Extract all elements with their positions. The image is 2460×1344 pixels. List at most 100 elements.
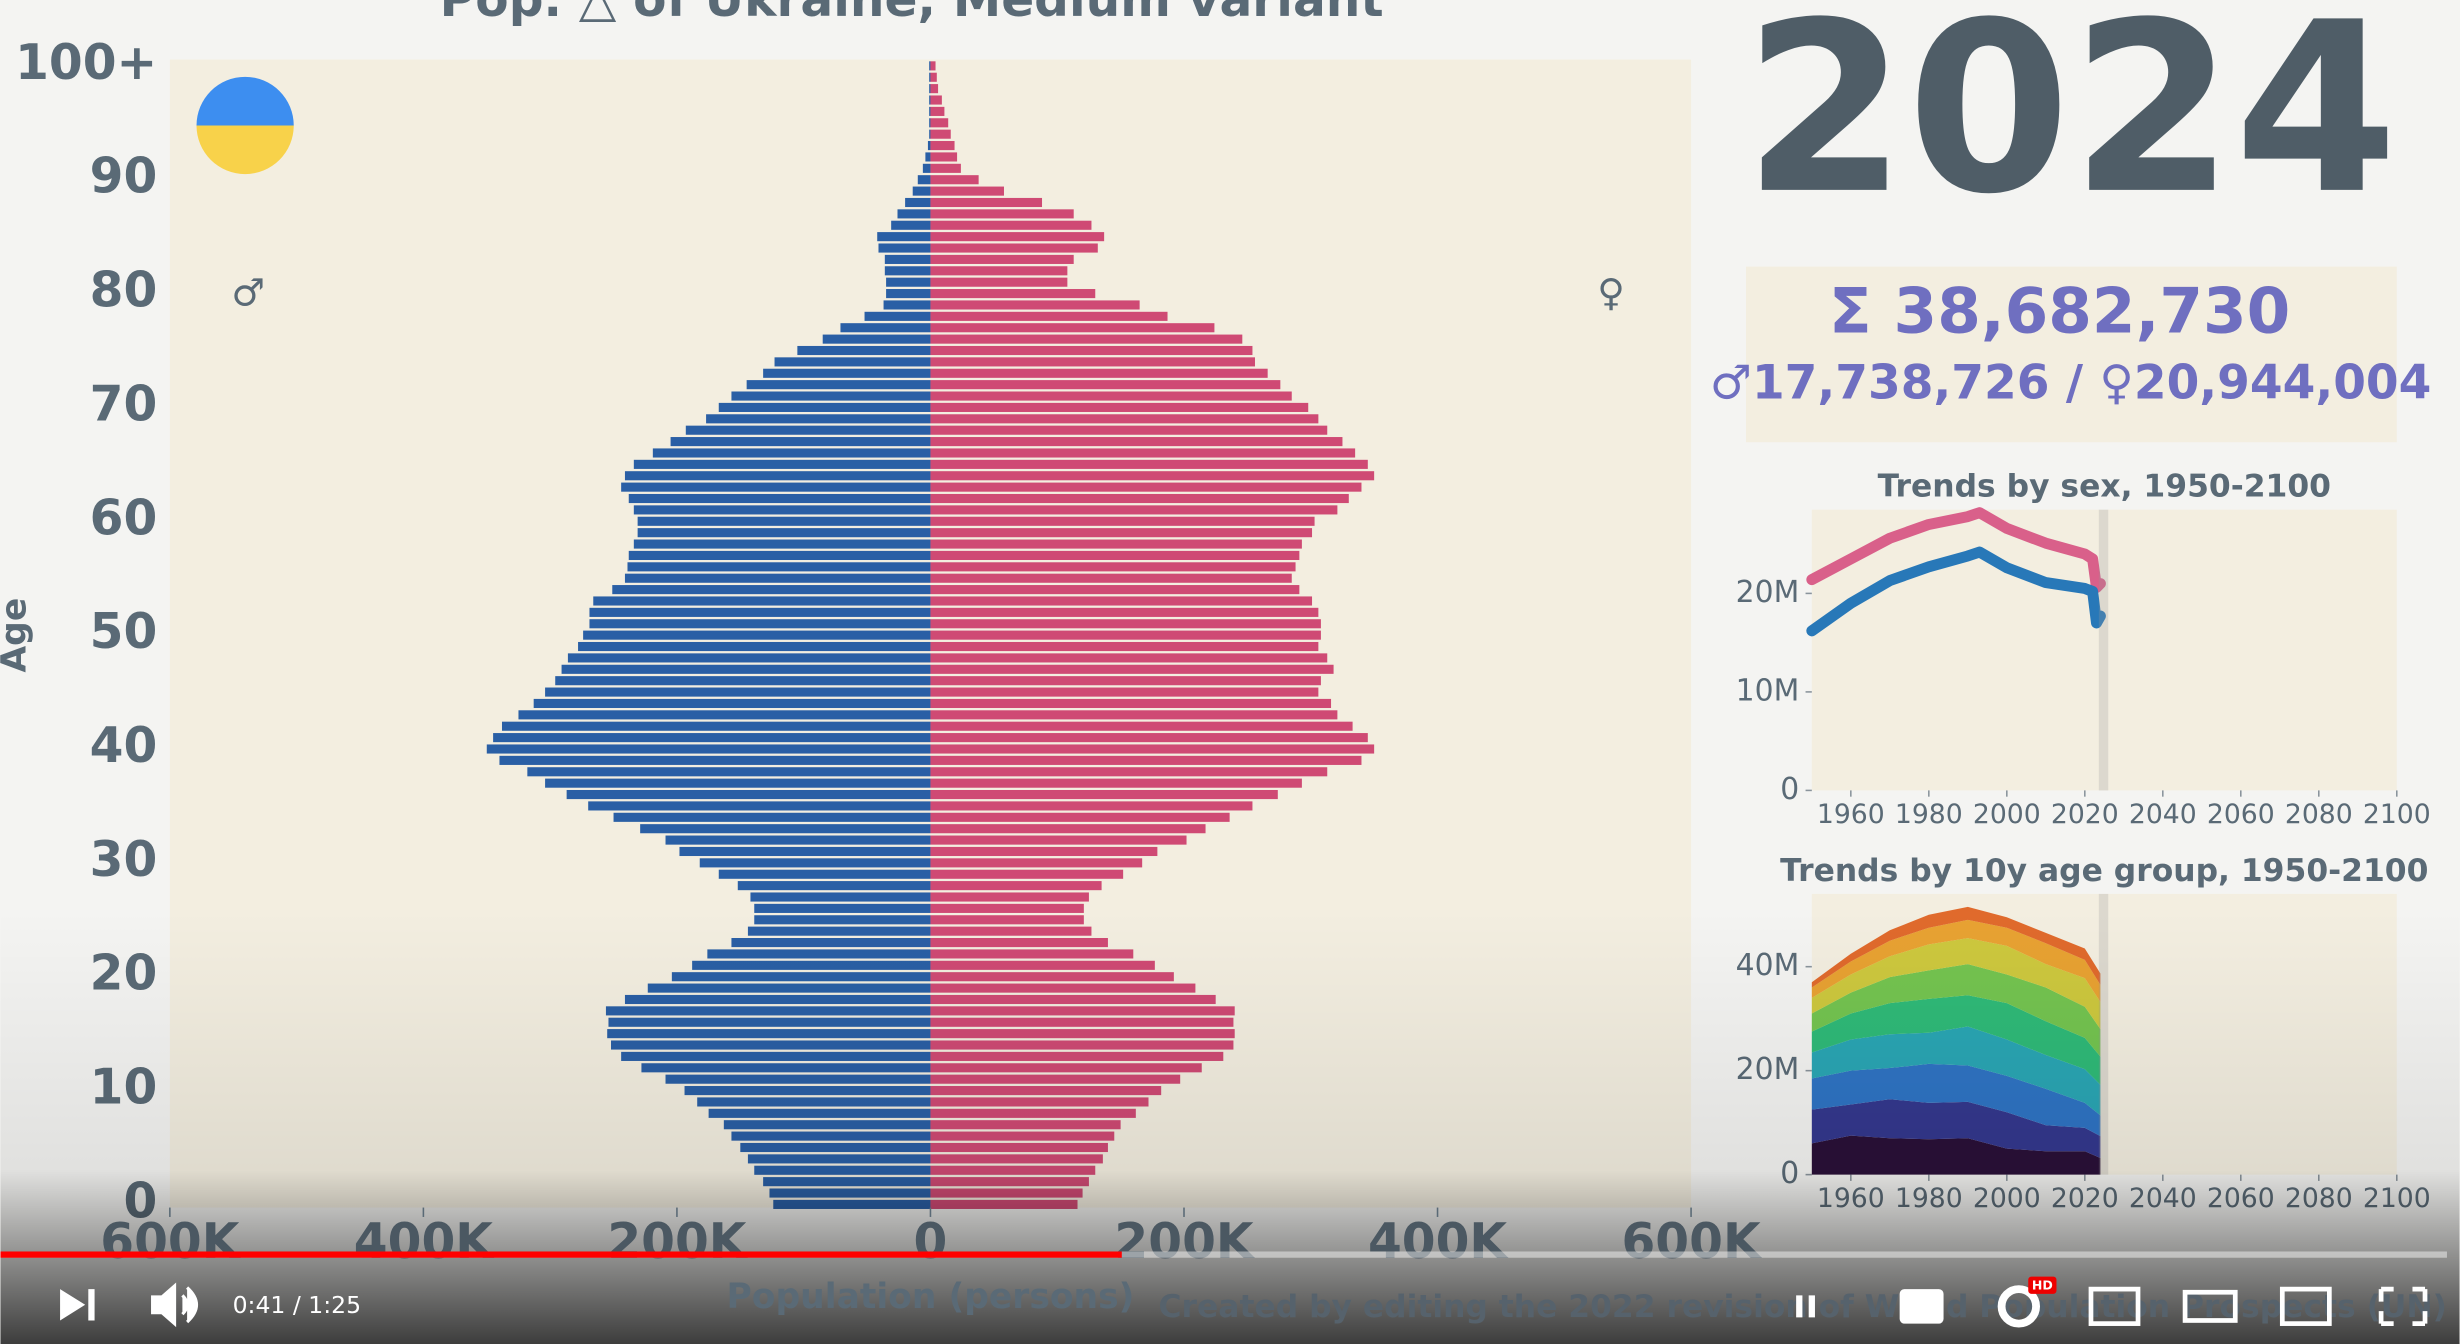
bar bbox=[930, 311, 1168, 321]
bar bbox=[637, 528, 931, 538]
bar bbox=[930, 710, 1338, 720]
autoplay-toggle[interactable] bbox=[1796, 1295, 1815, 1318]
bar bbox=[493, 733, 931, 743]
bar bbox=[930, 812, 1230, 822]
time: 0:41 / 1:25 bbox=[233, 1291, 362, 1319]
bar bbox=[930, 232, 1105, 242]
bar bbox=[774, 357, 931, 367]
credit: Created by editing the 2022 revision of … bbox=[1159, 1289, 2447, 1325]
y-tick-label: 10M bbox=[1736, 673, 1800, 708]
bar bbox=[685, 425, 931, 435]
bar bbox=[545, 687, 931, 697]
x-tick-label: 1960 bbox=[1817, 799, 1885, 830]
bar bbox=[930, 61, 936, 71]
bar bbox=[930, 585, 1300, 595]
subtitles-button[interactable] bbox=[1899, 1289, 1944, 1324]
bar bbox=[883, 300, 931, 310]
current-year-band bbox=[2098, 509, 2109, 791]
bar bbox=[499, 755, 931, 765]
x-tick-label: 600K bbox=[100, 1214, 241, 1270]
bar bbox=[633, 459, 931, 469]
bar bbox=[679, 846, 931, 857]
bar bbox=[640, 824, 931, 834]
progress-played[interactable] bbox=[0, 1251, 1122, 1258]
bar bbox=[930, 596, 1313, 606]
trend-line bbox=[1806, 546, 2106, 637]
miniplayer-button[interactable] bbox=[2088, 1286, 2141, 1326]
bar bbox=[486, 744, 931, 754]
bar bbox=[627, 562, 931, 572]
bar bbox=[930, 277, 1068, 287]
bar bbox=[612, 585, 931, 595]
y-tick-label: 0 bbox=[1780, 772, 1799, 807]
x-tick-label: 2100 bbox=[2363, 799, 2431, 830]
cast-button[interactable] bbox=[2279, 1286, 2332, 1326]
bar bbox=[561, 664, 931, 674]
next-button[interactable] bbox=[60, 1289, 95, 1321]
x-tick-label: 600K bbox=[1621, 1214, 1762, 1270]
bar bbox=[930, 733, 1368, 743]
bar bbox=[886, 277, 931, 287]
bar bbox=[897, 209, 931, 219]
bar bbox=[929, 72, 931, 82]
trend-line bbox=[1806, 507, 2106, 593]
bar bbox=[754, 903, 931, 913]
sex-symbol: ♂ bbox=[231, 270, 265, 314]
bar bbox=[593, 596, 931, 606]
theater-button[interactable] bbox=[2182, 1289, 2238, 1323]
bar bbox=[930, 550, 1300, 561]
x-tick-label: 1980 bbox=[1895, 799, 1963, 830]
bar bbox=[750, 892, 931, 902]
bar bbox=[930, 619, 1321, 629]
bar bbox=[930, 402, 1309, 412]
settings-button[interactable] bbox=[1997, 1285, 2041, 1328]
y-tick-label: 50 bbox=[90, 604, 158, 660]
x-tick-label: 0 bbox=[914, 1214, 948, 1270]
bar bbox=[578, 641, 931, 652]
x-tick-label: 2060 bbox=[2207, 799, 2275, 830]
hd-badge bbox=[2028, 1276, 2057, 1294]
bar bbox=[912, 186, 931, 196]
total: Σ 38,682,730 bbox=[1829, 274, 2290, 347]
bar bbox=[922, 163, 931, 173]
bar bbox=[930, 391, 1292, 401]
bar bbox=[633, 505, 931, 515]
year: 2024 bbox=[1743, 0, 2398, 246]
bar bbox=[930, 459, 1368, 469]
bar bbox=[930, 323, 1215, 333]
bar bbox=[555, 676, 931, 686]
fullscreen-button[interactable] bbox=[2378, 1286, 2428, 1326]
bar bbox=[929, 118, 931, 128]
volume-button[interactable] bbox=[151, 1282, 199, 1328]
bar bbox=[637, 516, 931, 526]
y-tick-label: 30 bbox=[90, 832, 158, 888]
bar bbox=[930, 824, 1206, 834]
bar bbox=[930, 243, 1098, 253]
bar bbox=[930, 266, 1068, 276]
bar bbox=[930, 892, 1089, 902]
bar bbox=[718, 869, 931, 879]
y-tick-label: 80 bbox=[90, 263, 158, 319]
bar bbox=[930, 721, 1353, 731]
bar bbox=[930, 641, 1319, 652]
bar bbox=[930, 653, 1328, 663]
bar bbox=[706, 414, 931, 424]
bar bbox=[930, 152, 958, 162]
panel-background bbox=[1811, 509, 2397, 791]
bar bbox=[930, 903, 1084, 913]
bar bbox=[925, 152, 931, 162]
bar bbox=[884, 254, 931, 264]
bar bbox=[930, 778, 1302, 788]
bar bbox=[840, 323, 931, 333]
bar bbox=[930, 300, 1140, 310]
bar bbox=[878, 243, 931, 253]
bar bbox=[930, 95, 942, 105]
player-shade bbox=[0, 909, 2460, 1344]
bar bbox=[930, 106, 945, 116]
bar bbox=[670, 437, 931, 447]
bar bbox=[822, 334, 931, 344]
flag-top bbox=[196, 76, 294, 126]
progress-track bbox=[0, 1251, 2447, 1258]
bar bbox=[566, 789, 931, 800]
totals-box bbox=[1745, 266, 2397, 443]
